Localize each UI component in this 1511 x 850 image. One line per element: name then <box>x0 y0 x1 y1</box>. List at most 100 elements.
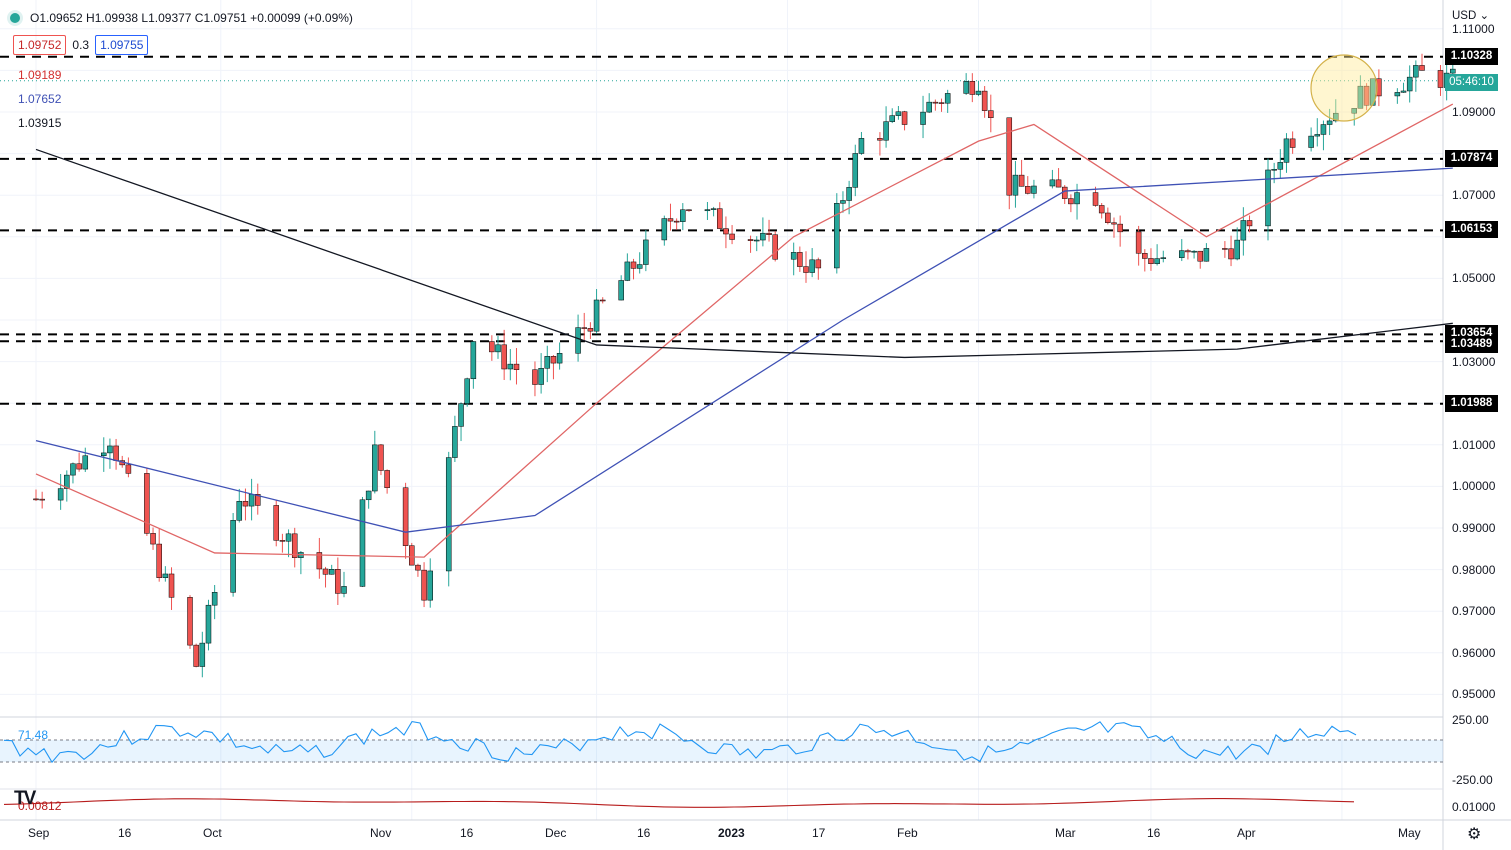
candle-down <box>156 543 162 578</box>
candle-up <box>1179 250 1185 258</box>
level-price-tag: 1.03489 <box>1445 336 1498 354</box>
candle-up <box>704 209 711 212</box>
candle-up <box>1191 250 1197 253</box>
price-tick: 1.05000 <box>1452 271 1496 286</box>
time-tick: Nov <box>370 826 392 840</box>
candle-up <box>710 208 717 210</box>
candle-up <box>445 457 452 572</box>
candle-down <box>815 259 822 269</box>
tradingview-logo[interactable]: TV <box>14 788 36 809</box>
candle-down <box>1092 192 1099 206</box>
candle-down <box>667 218 674 222</box>
candle-down <box>797 252 803 267</box>
candle-down <box>33 498 39 501</box>
price-tick: 1.07000 <box>1452 188 1496 203</box>
candle-down <box>630 261 637 269</box>
highlight-circle <box>1310 54 1378 122</box>
time-tick: 16 <box>637 826 651 840</box>
candle-down <box>125 464 132 474</box>
candle-down <box>322 568 329 575</box>
gear-icon[interactable]: ⚙ <box>1467 826 1482 843</box>
candle-up <box>556 353 563 364</box>
candle-down <box>113 445 119 461</box>
candle-down <box>1098 205 1105 214</box>
osc-value: 0.00812 <box>18 799 62 813</box>
candle-up <box>1400 90 1407 93</box>
price-tick: 1.01000 <box>1452 437 1496 452</box>
candle-up <box>1406 76 1413 92</box>
candle-up <box>230 520 236 593</box>
time-tick: Oct <box>203 826 222 840</box>
candle-down <box>273 505 279 541</box>
candle-up <box>70 463 76 476</box>
candle-down <box>1142 253 1148 259</box>
price-tick: 1.09000 <box>1452 105 1496 119</box>
currency-label: USD <box>1452 10 1477 22</box>
candle-down <box>76 463 82 470</box>
candle-down <box>1228 248 1234 260</box>
bid-price[interactable]: 1.09752 <box>13 35 67 55</box>
candle-up <box>661 218 668 241</box>
price-tick: 0.99000 <box>1452 521 1496 535</box>
candle-up <box>464 378 470 404</box>
candle-down <box>1117 223 1123 233</box>
candle-down <box>501 344 507 370</box>
candle-down <box>532 369 538 385</box>
candle-up <box>82 455 89 470</box>
price-tick: 0.97000 <box>1452 604 1496 619</box>
spread-value: 0.3 <box>72 38 90 52</box>
candle-up <box>944 93 951 104</box>
candle-up <box>341 586 347 594</box>
candle-down <box>1111 222 1117 225</box>
candle-down <box>1437 70 1444 88</box>
candle-down <box>489 341 495 353</box>
candle-up <box>1283 138 1290 163</box>
candle-down <box>242 501 249 507</box>
ma20-line <box>35 103 1454 558</box>
candle-up <box>840 200 846 204</box>
candle-up <box>643 239 649 265</box>
candle-down <box>901 111 908 125</box>
candle-up <box>285 533 292 542</box>
candle-up <box>575 327 581 354</box>
candle-up <box>458 403 464 427</box>
time-tick: 16 <box>1147 826 1161 840</box>
cci-value: 71.48 <box>18 728 49 742</box>
candle-up <box>1203 248 1210 262</box>
candle-up <box>975 90 982 95</box>
candle-up <box>1271 169 1277 171</box>
ma200-value: 1.03915 <box>18 116 62 130</box>
candle-up <box>359 499 366 587</box>
candle-up <box>1357 85 1364 109</box>
candle-down <box>932 101 939 104</box>
candle-up <box>1049 179 1056 187</box>
candle-up <box>895 111 902 116</box>
time-tick: 16 <box>118 826 132 840</box>
candle-down <box>723 228 729 235</box>
ask-price[interactable]: 1.09755 <box>95 35 149 55</box>
candle-down <box>1376 78 1382 97</box>
currency-selector[interactable]: USD ⌄ <box>1452 8 1489 22</box>
candle-up <box>680 209 686 222</box>
candle-down <box>673 220 680 223</box>
bid-ask-box[interactable]: 1.09752 0.3 1.09755 <box>13 35 149 55</box>
candle-up <box>1154 258 1160 264</box>
level-price-tag: 1.06153 <box>1445 221 1498 239</box>
candle-down <box>1068 198 1074 205</box>
candle-down <box>1289 138 1296 148</box>
candle-down <box>1148 258 1154 264</box>
candle-down <box>193 644 199 667</box>
candle-up <box>883 121 889 141</box>
candle-down <box>1018 174 1025 187</box>
candle-down <box>1006 117 1013 196</box>
candle-up <box>236 501 243 521</box>
chevron-down-icon: ⌄ <box>1479 10 1490 22</box>
candle-up <box>162 573 169 578</box>
candle-down <box>335 569 341 594</box>
candle-down <box>550 356 557 364</box>
candle-up <box>1265 169 1271 227</box>
candle-up <box>1413 65 1419 78</box>
oscillator-line <box>3 798 1355 808</box>
candle-up <box>760 232 766 241</box>
